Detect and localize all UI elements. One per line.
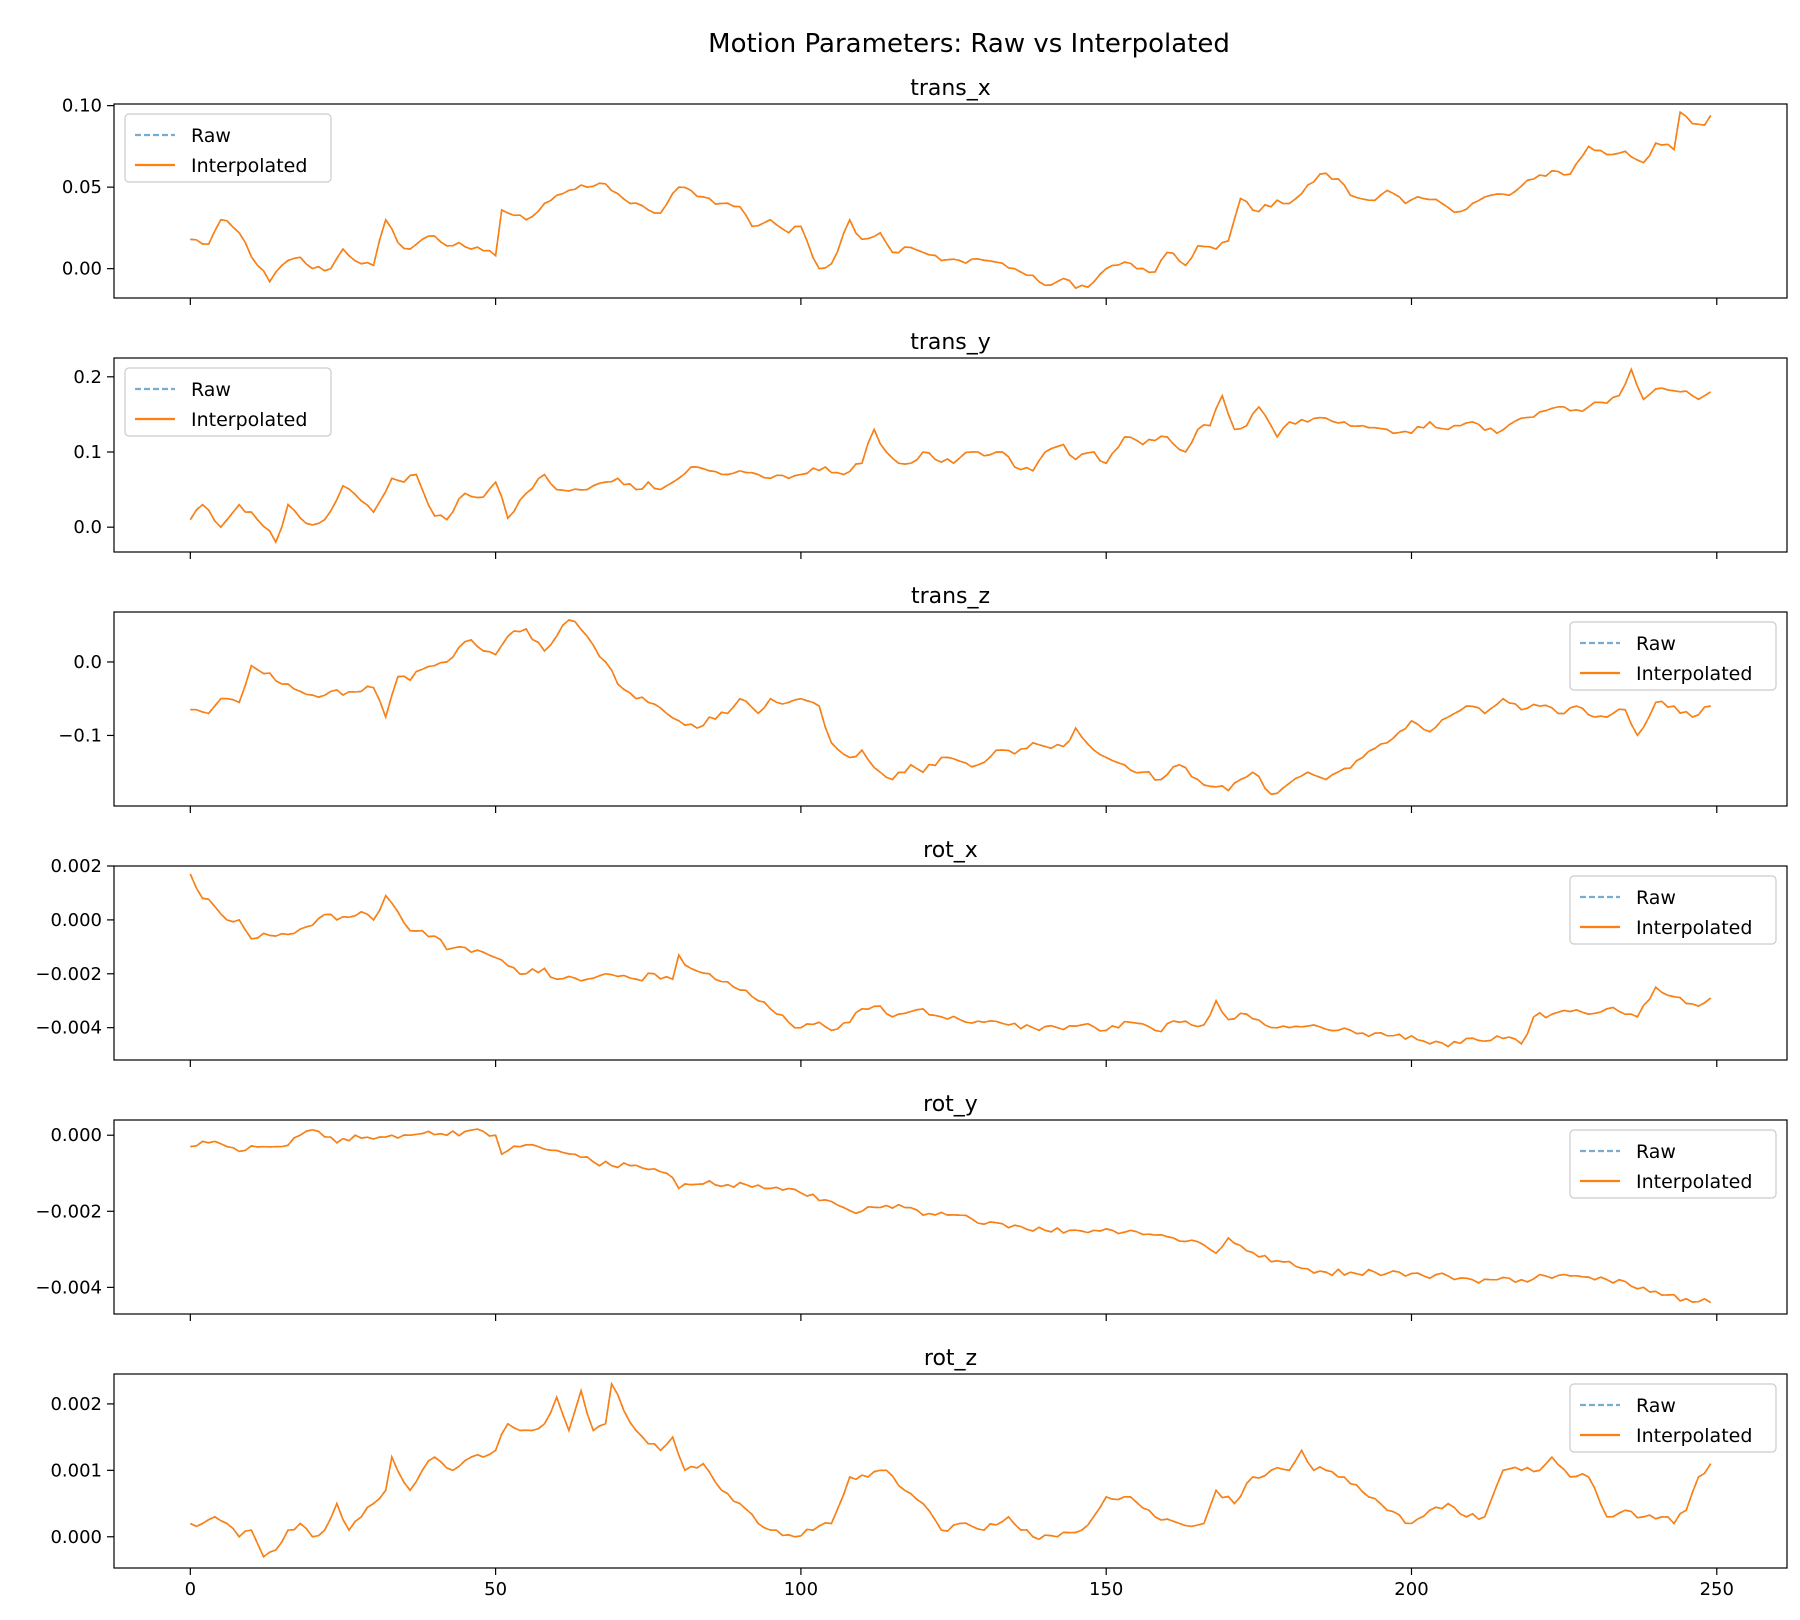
ytick-label: 0.10 bbox=[62, 96, 102, 117]
panel-title-trans_x: trans_x bbox=[910, 76, 991, 101]
legend-label-raw: Raw bbox=[1636, 1395, 1676, 1417]
ytick-label: −0.004 bbox=[35, 1277, 102, 1298]
panel-title-rot_x: rot_x bbox=[923, 838, 978, 863]
legend-label-raw: Raw bbox=[191, 125, 231, 147]
panel-rot_y: rot_y 0.000 −0.002 −0.004 Raw Interpolated bbox=[35, 1092, 1788, 1321]
legend-box bbox=[1569, 1383, 1777, 1453]
legend-box bbox=[1569, 1129, 1777, 1199]
ytick-label: 0.0 bbox=[73, 517, 102, 538]
legend-label-raw: Raw bbox=[1636, 633, 1676, 655]
ytick-label: 0.1 bbox=[73, 442, 102, 463]
series-interpolated-rot_y bbox=[190, 1128, 1712, 1304]
axes-frame-rot_y bbox=[113, 1119, 1788, 1315]
legend-label-raw: Raw bbox=[1636, 887, 1676, 909]
panel-rot_z: rot_z 0.000 0.001 0.002 0 50 100 150 200 250 Raw In… bbox=[50, 1346, 1788, 1600]
panel-trans_z: trans_z 0.0 −0.1 Raw Interpolated bbox=[58, 584, 1788, 813]
legend-label-interpolated: Interpolated bbox=[1636, 663, 1752, 685]
legend-trans_z: Raw Interpolated bbox=[1569, 621, 1777, 691]
series-interpolated-rot_z bbox=[189, 1381, 1712, 1558]
panel-title-rot_y: rot_y bbox=[923, 1092, 978, 1117]
legend-label-interpolated: Interpolated bbox=[191, 155, 307, 177]
panels-container: trans_x0.000.050.10RawInterpolatedtrans_… bbox=[35, 76, 1788, 1600]
ytick-label: −0.002 bbox=[35, 964, 102, 985]
ytick-label: 0.000 bbox=[50, 910, 102, 931]
ytick-label: 0.2 bbox=[73, 367, 102, 388]
panel-title-rot_z: rot_z bbox=[924, 1346, 977, 1371]
series-interpolated-trans_x bbox=[190, 110, 1712, 290]
ytick-label: −0.1 bbox=[58, 725, 102, 746]
panel-title-trans_y: trans_y bbox=[910, 330, 991, 355]
ytick-label: −0.004 bbox=[35, 1018, 102, 1039]
ytick-label: 0.000 bbox=[50, 1527, 102, 1548]
ytick-label: 0.0 bbox=[73, 652, 102, 673]
legend-label-interpolated: Interpolated bbox=[1636, 1171, 1752, 1193]
axes-frame-trans_z bbox=[113, 611, 1788, 807]
legend-label-interpolated: Interpolated bbox=[1636, 917, 1752, 939]
ytick-label: 0.001 bbox=[50, 1460, 102, 1481]
ytick-label: 0.00 bbox=[62, 259, 102, 280]
series-interpolated-trans_z bbox=[190, 619, 1711, 796]
series-interpolated-trans_y bbox=[189, 367, 1712, 545]
ytick-label: 0.000 bbox=[50, 1125, 102, 1146]
xtick-label: 150 bbox=[1089, 1579, 1123, 1600]
panel-trans_x: trans_x 0.00 0.05 0.10 Raw Interpolated bbox=[62, 76, 1788, 305]
axes-frame-rot_x bbox=[113, 865, 1788, 1061]
xtick-label: 50 bbox=[484, 1579, 507, 1600]
legend-rot_x: Raw Interpolated bbox=[1569, 875, 1777, 945]
ytick-label: 0.002 bbox=[50, 1394, 102, 1415]
legend-trans_x: Raw Interpolated bbox=[124, 113, 332, 183]
xtick-label: 0 bbox=[185, 1579, 196, 1600]
legend-box bbox=[1569, 621, 1777, 691]
legend-label-interpolated: Interpolated bbox=[191, 409, 307, 431]
xtick-label: 100 bbox=[784, 1579, 818, 1600]
legend-box bbox=[1569, 875, 1777, 945]
panel-rot_x: rot_x 0.002 0.000 −0.002 −0.004 Raw Interpolat… bbox=[35, 838, 1788, 1067]
panel-title-trans_z: trans_z bbox=[911, 584, 990, 609]
series-interpolated-rot_x bbox=[189, 873, 1712, 1048]
legend-label-raw: Raw bbox=[1636, 1141, 1676, 1163]
legend-rot_y: Raw Interpolated bbox=[1569, 1129, 1777, 1199]
legend-label-interpolated: Interpolated bbox=[1636, 1425, 1752, 1447]
panel-trans_y: trans_y 0.0 0.1 0.2 Raw Interpolated bbox=[73, 330, 1788, 559]
ytick-label: −0.002 bbox=[35, 1201, 102, 1222]
legend-label-raw: Raw bbox=[191, 379, 231, 401]
legend-rot_z: Raw Interpolated bbox=[1569, 1383, 1777, 1453]
legend-box bbox=[124, 113, 332, 183]
legend-trans_y: Raw Interpolated bbox=[124, 367, 332, 437]
legend-box bbox=[124, 367, 332, 437]
ytick-label: 0.002 bbox=[50, 856, 102, 877]
axes-frame-trans_x bbox=[113, 103, 1788, 299]
figure-title: Motion Parameters: Raw vs Interpolated bbox=[708, 29, 1230, 59]
ytick-label: 0.05 bbox=[62, 177, 102, 198]
xtick-label: 200 bbox=[1394, 1579, 1428, 1600]
xtick-label: 250 bbox=[1700, 1579, 1734, 1600]
axes-frame-trans_y bbox=[113, 357, 1788, 553]
axes-frame-rot_z bbox=[113, 1373, 1788, 1569]
